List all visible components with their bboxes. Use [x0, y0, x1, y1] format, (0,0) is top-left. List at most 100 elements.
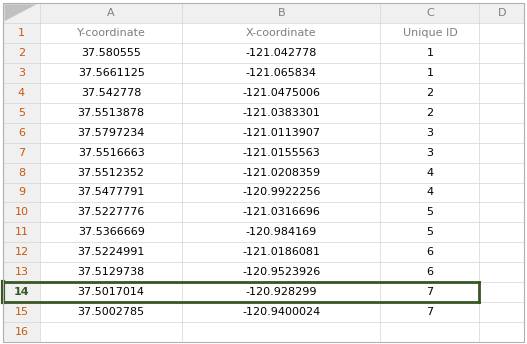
- Bar: [40, 162, 182, 183]
- Bar: [3, 262, 40, 282]
- Bar: [182, 223, 380, 243]
- Bar: [380, 122, 480, 142]
- Bar: [182, 282, 380, 302]
- Text: 2: 2: [18, 48, 25, 58]
- Text: -120.928299: -120.928299: [246, 287, 317, 297]
- Bar: [40, 183, 182, 203]
- Bar: [182, 3, 380, 23]
- Text: 1: 1: [426, 48, 433, 58]
- Bar: [3, 103, 40, 122]
- Polygon shape: [5, 4, 36, 21]
- Text: 9: 9: [18, 187, 25, 197]
- Bar: [182, 23, 380, 43]
- Text: 6: 6: [426, 247, 433, 257]
- Bar: [480, 243, 524, 262]
- Bar: [480, 203, 524, 223]
- Text: 37.5661125: 37.5661125: [77, 68, 144, 78]
- Bar: [480, 43, 524, 63]
- Bar: [3, 282, 40, 302]
- Bar: [3, 23, 40, 43]
- Bar: [40, 203, 182, 223]
- Bar: [40, 3, 182, 23]
- Bar: [3, 183, 40, 203]
- Bar: [40, 243, 182, 262]
- Text: 2: 2: [426, 108, 434, 118]
- Bar: [380, 162, 480, 183]
- Bar: [480, 83, 524, 103]
- Bar: [40, 142, 182, 162]
- Text: 37.5002785: 37.5002785: [77, 307, 145, 317]
- Text: -121.042778: -121.042778: [246, 48, 317, 58]
- Bar: [480, 322, 524, 342]
- Bar: [480, 23, 524, 43]
- Bar: [182, 63, 380, 83]
- Text: -121.0383301: -121.0383301: [242, 108, 320, 118]
- Bar: [380, 23, 480, 43]
- Text: 37.5017014: 37.5017014: [77, 287, 144, 297]
- Bar: [40, 63, 182, 83]
- Bar: [3, 243, 40, 262]
- Text: A: A: [108, 8, 115, 18]
- Bar: [380, 183, 480, 203]
- Bar: [3, 162, 40, 183]
- Bar: [480, 302, 524, 322]
- Text: 4: 4: [426, 187, 434, 197]
- Bar: [40, 43, 182, 63]
- Text: 12: 12: [14, 247, 28, 257]
- Bar: [3, 302, 40, 322]
- Bar: [380, 322, 480, 342]
- Text: 10: 10: [14, 207, 28, 217]
- Text: 5: 5: [426, 207, 433, 217]
- Bar: [3, 223, 40, 243]
- Text: -121.0155563: -121.0155563: [242, 148, 320, 158]
- Bar: [182, 322, 380, 342]
- Text: 7: 7: [426, 307, 434, 317]
- Text: 37.5513878: 37.5513878: [77, 108, 145, 118]
- Text: D: D: [497, 8, 506, 18]
- Text: B: B: [277, 8, 285, 18]
- Text: 4: 4: [426, 168, 434, 178]
- Text: -121.0475006: -121.0475006: [242, 88, 320, 98]
- Bar: [182, 103, 380, 122]
- Text: 37.5477791: 37.5477791: [77, 187, 145, 197]
- Bar: [40, 103, 182, 122]
- Bar: [480, 162, 524, 183]
- Text: -121.065834: -121.065834: [246, 68, 317, 78]
- Text: 13: 13: [14, 267, 28, 277]
- Text: 1: 1: [18, 28, 25, 38]
- Text: 7: 7: [18, 148, 25, 158]
- Bar: [40, 262, 182, 282]
- Bar: [182, 262, 380, 282]
- Bar: [480, 262, 524, 282]
- Text: C: C: [426, 8, 434, 18]
- Text: 2: 2: [426, 88, 434, 98]
- Bar: [182, 83, 380, 103]
- Bar: [3, 122, 40, 142]
- Text: -121.0316696: -121.0316696: [242, 207, 320, 217]
- Bar: [40, 282, 182, 302]
- Bar: [3, 83, 40, 103]
- Text: 37.542778: 37.542778: [81, 88, 141, 98]
- Bar: [380, 83, 480, 103]
- Bar: [380, 203, 480, 223]
- Bar: [182, 122, 380, 142]
- Text: -120.984169: -120.984169: [246, 227, 317, 237]
- Text: 8: 8: [18, 168, 25, 178]
- Bar: [182, 302, 380, 322]
- Bar: [182, 162, 380, 183]
- Bar: [3, 142, 40, 162]
- Text: -121.0186081: -121.0186081: [242, 247, 320, 257]
- Bar: [380, 103, 480, 122]
- Bar: [182, 142, 380, 162]
- Text: 3: 3: [18, 68, 25, 78]
- Bar: [480, 122, 524, 142]
- Text: 6: 6: [18, 128, 25, 138]
- Text: -121.0208359: -121.0208359: [242, 168, 320, 178]
- Bar: [3, 3, 40, 23]
- Text: -120.9400024: -120.9400024: [242, 307, 320, 317]
- Text: 37.580555: 37.580555: [81, 48, 141, 58]
- Text: 4: 4: [18, 88, 25, 98]
- Text: 37.5129738: 37.5129738: [77, 267, 145, 277]
- Bar: [380, 243, 480, 262]
- Bar: [480, 282, 524, 302]
